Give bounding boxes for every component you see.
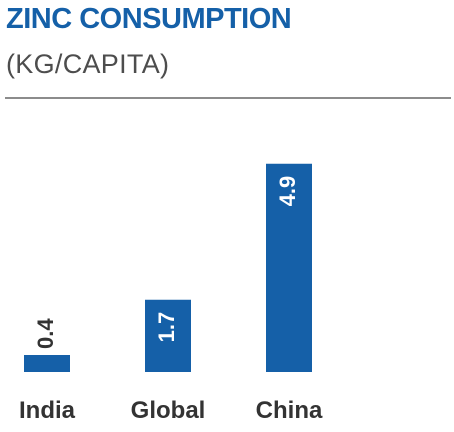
category-label-china: China [256, 397, 323, 424]
chart-title: ZINC CONSUMPTION [6, 3, 292, 35]
bar-china [266, 163, 312, 372]
data-label-china: 4.9 [275, 176, 300, 207]
data-label-global: 1.7 [154, 312, 179, 343]
data-label-india: 0.4 [33, 318, 58, 349]
chart-subtitle: (KG/CAPITA) [6, 49, 170, 79]
bar-global [145, 299, 191, 372]
title-divider [5, 97, 451, 99]
bar-india [24, 355, 70, 372]
category-label-global: Global [131, 397, 206, 424]
category-label-india: India [19, 397, 76, 424]
